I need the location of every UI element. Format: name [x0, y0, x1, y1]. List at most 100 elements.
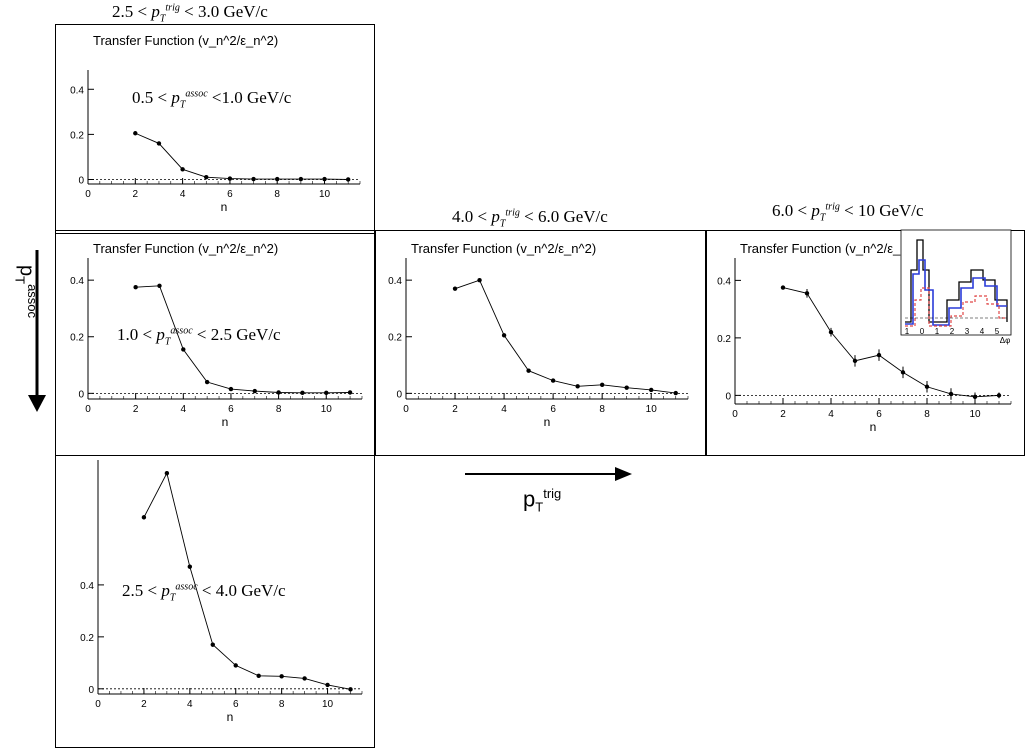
- x-tick-label: 0: [403, 404, 409, 415]
- x-tick-label: 4: [181, 404, 187, 415]
- data-point: [575, 384, 580, 389]
- series-line: [782, 287, 1000, 398]
- x-tick-label: 10: [969, 409, 981, 420]
- x-tick-label: 6: [228, 404, 234, 415]
- assoc-axis-label: pTassoc: [12, 265, 40, 319]
- x-tick-label: 2: [780, 409, 786, 420]
- y-tick-label: 0.4: [717, 276, 731, 287]
- data-point: [624, 385, 629, 390]
- x-tick-label: 0: [732, 409, 738, 420]
- chart-panel-3: Transfer Function (v_n^2/ε_n^2) 0 2 4 6 8 10 0 0…: [388, 241, 689, 429]
- data-point: [501, 333, 507, 338]
- data-point: [477, 277, 482, 283]
- inset-tick-label: 1: [905, 327, 910, 336]
- x-tick-label: 8: [276, 404, 282, 415]
- y-tick-label: 0.2: [80, 633, 94, 644]
- panel-title: Transfer Function (v_n^2/ε_n^2): [411, 241, 596, 256]
- data-point: [204, 175, 209, 180]
- data-point: [302, 676, 307, 681]
- y-tick-label: 0: [78, 175, 84, 186]
- panel-title: Transfer Function (v_n^2/ε_n^2): [740, 241, 925, 256]
- data-point: [181, 347, 186, 352]
- x-tick-label: 6: [227, 189, 233, 200]
- x-tick-label: 6: [233, 699, 239, 710]
- inset-curve-blue: [905, 259, 1007, 326]
- series-line: [143, 471, 351, 690]
- inset-curve-black: [905, 239, 1008, 323]
- data-point: [324, 390, 329, 395]
- data-point: [325, 682, 330, 688]
- assoc-range-label-3: 2.5 < pTassoc < 4.0 GeV/c: [122, 581, 286, 604]
- data-point: [298, 176, 304, 182]
- panel-title: Transfer Function (v_n^2/ε_n^2): [93, 241, 278, 256]
- y-tick-label: 0.2: [717, 334, 731, 345]
- y-tick-label: 0.4: [70, 276, 84, 287]
- series-line: [454, 279, 676, 394]
- data-point: [233, 663, 238, 668]
- x-tick-label: 4: [501, 404, 507, 415]
- x-tick-label: 8: [274, 189, 280, 200]
- x-tick-label: 0: [95, 699, 101, 710]
- x-axis-label: n: [227, 710, 234, 724]
- inset-tick-label: 3: [965, 327, 970, 336]
- data-point: [180, 167, 185, 172]
- x-tick-label: 10: [319, 189, 331, 200]
- data-point: [347, 390, 353, 395]
- y-tick-label: 0.4: [80, 581, 94, 592]
- data-point: [228, 386, 234, 392]
- inset-tick-label: 1: [935, 327, 940, 336]
- x-tick-label: 2: [133, 404, 139, 415]
- data-point: [876, 352, 882, 358]
- data-point: [141, 515, 147, 520]
- data-point: [599, 382, 605, 388]
- chart-panel-4: Transfer Function (v_n^2/ε_n^2) 0 2 4 6 8 10 0 0…: [717, 229, 1012, 434]
- x-axis-label: n: [221, 200, 228, 214]
- data-point: [210, 642, 215, 647]
- data-point: [133, 131, 138, 136]
- y-tick-label: 0: [78, 389, 84, 400]
- y-tick-label: 0: [725, 391, 731, 402]
- x-tick-label: 4: [828, 409, 834, 420]
- chart-panel-1: Transfer Function (v_n^2/ε_n^2) 0 2 4 6 8 10 0 0…: [70, 33, 361, 214]
- data-point: [156, 141, 162, 146]
- data-point: [348, 687, 353, 692]
- data-point: [275, 176, 280, 182]
- x-axis-label: n: [870, 420, 877, 434]
- trig-axis-arrow: [465, 467, 632, 481]
- data-point: [133, 285, 138, 290]
- assoc-range-label-2: 1.0 < pTassoc < 2.5 GeV/c: [117, 325, 281, 348]
- chart-panel-2: Transfer Function (v_n^2/ε_n^2) 0 2 4 6 8 10 0 0…: [70, 241, 363, 429]
- data-point: [649, 387, 654, 393]
- series-line: [135, 132, 349, 180]
- data-point: [345, 177, 351, 182]
- x-tick-label: 8: [599, 404, 605, 415]
- assoc-axis-arrow: [28, 250, 46, 412]
- y-tick-label: 0.4: [70, 85, 84, 96]
- y-tick-label: 0.2: [70, 130, 84, 141]
- inset-x-label: Δφ: [1000, 336, 1011, 345]
- data-point: [252, 388, 257, 394]
- data-point: [948, 391, 954, 397]
- x-tick-label: 2: [141, 699, 147, 710]
- chart-panel-5: 0 2 4 6 8 10 0 0.2 0.4 n: [80, 460, 363, 724]
- x-tick-label: 2: [133, 189, 139, 200]
- trig-range-label-2: 4.0 < pTtrig < 6.0 GeV/c: [452, 207, 608, 230]
- inset-curve-red: [905, 287, 1007, 327]
- data-point: [852, 358, 858, 364]
- data-point: [673, 390, 678, 396]
- x-tick-label: 8: [924, 409, 930, 420]
- x-tick-label: 10: [322, 699, 334, 710]
- y-tick-label: 0.4: [388, 276, 402, 287]
- x-tick-label: 0: [85, 189, 91, 200]
- data-point: [924, 384, 930, 389]
- inset-tick-label: 4: [980, 327, 985, 336]
- data-point: [900, 370, 906, 375]
- x-tick-label: 6: [876, 409, 882, 420]
- data-point: [300, 390, 305, 395]
- panel-frame-middle-divider-1: [374, 230, 376, 456]
- panel-frame-middle-divider-2: [705, 230, 707, 456]
- trig-axis-label: pTtrig: [523, 486, 562, 515]
- inset-plot: 1 0 1 2 3 4 5Δφ: [900, 229, 1012, 345]
- data-point: [256, 673, 261, 679]
